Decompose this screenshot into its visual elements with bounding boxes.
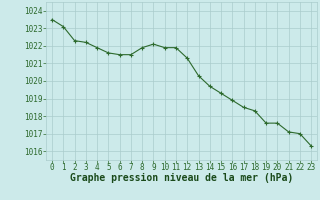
X-axis label: Graphe pression niveau de la mer (hPa): Graphe pression niveau de la mer (hPa) — [70, 173, 293, 183]
